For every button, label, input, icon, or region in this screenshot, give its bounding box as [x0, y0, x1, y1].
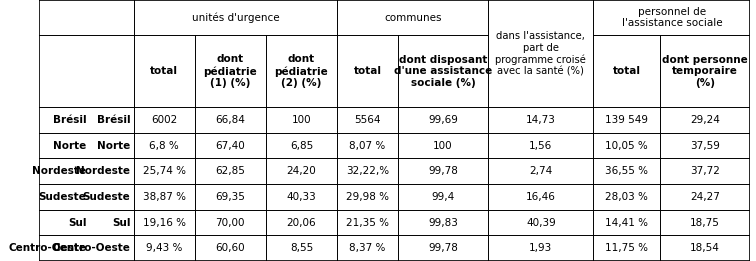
- Text: 37,72: 37,72: [690, 166, 720, 176]
- Text: 14,41 %: 14,41 %: [605, 218, 648, 228]
- Text: 16,46: 16,46: [526, 192, 556, 202]
- Text: 9,43 %: 9,43 %: [146, 243, 182, 253]
- Text: 6,8 %: 6,8 %: [150, 141, 179, 151]
- Text: Nordeste: Nordeste: [76, 166, 131, 176]
- Text: 32,22,%: 32,22,%: [345, 166, 389, 176]
- Text: 28,03 %: 28,03 %: [606, 192, 648, 202]
- Text: dans l'assistance,
part de
programme croisé
avec la santé (%): dans l'assistance, part de programme cro…: [495, 31, 587, 76]
- Text: 40,33: 40,33: [287, 192, 316, 202]
- Text: communes: communes: [384, 13, 442, 23]
- Text: 11,75 %: 11,75 %: [605, 243, 648, 253]
- Text: total: total: [353, 66, 382, 76]
- Text: personnel de
l'assistance sociale: personnel de l'assistance sociale: [621, 7, 722, 28]
- Text: 8,37 %: 8,37 %: [349, 243, 386, 253]
- Text: dont
pédiatrie
(2) (%): dont pédiatrie (2) (%): [274, 54, 328, 88]
- Text: Brésil: Brésil: [53, 115, 86, 125]
- Text: 99,69: 99,69: [428, 115, 458, 125]
- Text: Sul: Sul: [68, 218, 86, 228]
- Text: 99,78: 99,78: [428, 166, 458, 176]
- Text: Centro-Oeste: Centro-Oeste: [53, 243, 131, 253]
- Text: 1,93: 1,93: [529, 243, 553, 253]
- Text: Sul: Sul: [112, 218, 131, 228]
- Text: 24,20: 24,20: [287, 166, 316, 176]
- Text: 100: 100: [433, 141, 453, 151]
- Text: 40,39: 40,39: [526, 218, 556, 228]
- Text: 25,74 %: 25,74 %: [143, 166, 186, 176]
- Text: 24,27: 24,27: [690, 192, 720, 202]
- Text: Norte: Norte: [53, 141, 86, 151]
- Text: Norte: Norte: [98, 141, 131, 151]
- Text: 100: 100: [292, 115, 311, 125]
- Text: Sudeste: Sudeste: [39, 192, 86, 202]
- Text: 2,74: 2,74: [529, 166, 553, 176]
- Text: 67,40: 67,40: [215, 141, 245, 151]
- Text: 29,24: 29,24: [690, 115, 720, 125]
- Text: Centro-Oeste: Centro-Oeste: [8, 243, 86, 253]
- Text: 29,98 %: 29,98 %: [346, 192, 389, 202]
- Text: 69,35: 69,35: [215, 192, 245, 202]
- Text: 19,16 %: 19,16 %: [143, 218, 186, 228]
- Text: Sudeste: Sudeste: [82, 192, 131, 202]
- Text: 60,60: 60,60: [215, 243, 245, 253]
- Text: dont
pédiatrie
(1) (%): dont pédiatrie (1) (%): [203, 54, 257, 88]
- Text: 99,4: 99,4: [432, 192, 454, 202]
- Text: 36,55 %: 36,55 %: [605, 166, 648, 176]
- Text: 139 549: 139 549: [605, 115, 648, 125]
- Text: 18,54: 18,54: [690, 243, 720, 253]
- Text: 37,59: 37,59: [690, 141, 720, 151]
- Text: 1,56: 1,56: [529, 141, 553, 151]
- Text: Brésil: Brésil: [97, 115, 131, 125]
- Text: 8,07 %: 8,07 %: [349, 141, 386, 151]
- Text: 14,73: 14,73: [526, 115, 556, 125]
- Text: 6,85: 6,85: [290, 141, 313, 151]
- Text: Nordeste: Nordeste: [33, 166, 86, 176]
- Text: 70,00: 70,00: [215, 218, 245, 228]
- Text: 10,05 %: 10,05 %: [606, 141, 648, 151]
- Text: 6002: 6002: [151, 115, 178, 125]
- Text: 62,85: 62,85: [215, 166, 245, 176]
- Text: 38,87 %: 38,87 %: [143, 192, 186, 202]
- Text: 5564: 5564: [354, 115, 381, 125]
- Text: total: total: [612, 66, 640, 76]
- Text: 8,55: 8,55: [290, 243, 313, 253]
- Text: 18,75: 18,75: [690, 218, 720, 228]
- Text: 20,06: 20,06: [287, 218, 316, 228]
- Text: 66,84: 66,84: [215, 115, 245, 125]
- Text: unités d'urgence: unités d'urgence: [192, 13, 280, 23]
- Text: dont disposant
d'une assistance
sociale (%): dont disposant d'une assistance sociale …: [394, 55, 492, 88]
- Text: 21,35 %: 21,35 %: [346, 218, 389, 228]
- Text: total: total: [150, 66, 178, 76]
- Text: 99,78: 99,78: [428, 243, 458, 253]
- Text: dont personne
temporaire
(%): dont personne temporaire (%): [662, 55, 748, 88]
- Text: 99,83: 99,83: [428, 218, 458, 228]
